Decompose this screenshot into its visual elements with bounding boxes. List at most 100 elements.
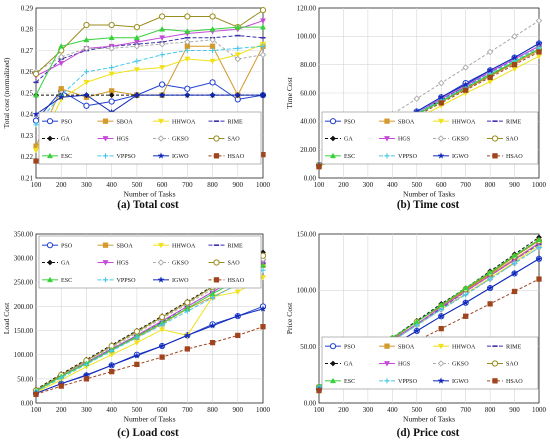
data-point — [134, 335, 140, 341]
data-point — [83, 21, 90, 29]
series-line — [35, 26, 263, 96]
y-axis-label: Time Cost — [285, 76, 294, 108]
caption-price: (d) Price cost — [397, 427, 460, 439]
series-line — [35, 258, 264, 391]
x-tick-label: 700 — [460, 181, 471, 189]
legend-marker — [437, 118, 445, 125]
data-point — [511, 288, 518, 295]
legend-label: SBOA — [117, 243, 134, 249]
data-point — [260, 43, 266, 49]
legend-label: PSO — [344, 344, 356, 350]
legend-label: SBOA — [117, 119, 134, 125]
data-point — [83, 361, 90, 367]
data-point — [462, 80, 470, 88]
caption-letter: (a) — [117, 199, 130, 211]
data-point — [234, 289, 241, 296]
data-point — [462, 284, 469, 291]
data-point — [58, 60, 65, 67]
chart-panel-price: 0.00 50.00 100.00 150.00 100 200 300 400 500 600 7… — [285, 230, 547, 423]
legend-marker — [213, 277, 220, 283]
data-point — [109, 64, 115, 71]
data-point — [58, 383, 64, 389]
chart-panel-total: 0.21 0.22 0.23 0.24 0.25 0.26 0.27 0.28 0.29 100 2… — [2, 4, 271, 198]
y-tick-label: 0.00 — [304, 174, 317, 182]
legend-marker — [157, 259, 165, 266]
data-point — [108, 21, 115, 29]
data-point — [487, 74, 493, 81]
y-tick-label: 0.27 — [21, 47, 34, 55]
data-point — [83, 36, 90, 43]
data-point — [108, 34, 115, 41]
data-point — [58, 375, 64, 381]
data-point — [438, 100, 444, 106]
series-line — [35, 45, 264, 126]
legend-label: HHWOA — [452, 119, 476, 125]
data-point — [209, 43, 216, 49]
data-point — [159, 13, 166, 20]
data-point — [209, 26, 216, 32]
x-tick-label: 400 — [387, 406, 398, 414]
data-point — [234, 52, 241, 58]
legend-label: VPPSO — [117, 154, 137, 160]
data-point — [487, 301, 493, 307]
data-point — [184, 56, 191, 63]
data-point — [413, 95, 421, 102]
caption-load: (c) Load cost — [117, 427, 179, 439]
legend-marker — [213, 259, 220, 266]
legend-marker — [330, 135, 336, 142]
legend: PSO SBOA HHWOA RIME GA HGS GKSO SAO ESC VPPSO IGWO… — [38, 235, 262, 289]
legend-label: HHWOA — [452, 344, 476, 350]
caption-letter: (b) — [397, 199, 411, 211]
y-tick-label: 0.29 — [21, 4, 34, 12]
data-point — [462, 299, 470, 306]
legend-label: HSAO — [228, 278, 245, 284]
data-point — [158, 91, 166, 99]
data-point — [438, 325, 444, 332]
x-tick-label: 1000 — [532, 406, 547, 414]
data-point — [259, 262, 267, 268]
caption-letter: (c) — [117, 427, 130, 439]
y-tick-label: 0.21 — [21, 174, 34, 182]
data-point — [109, 348, 115, 354]
caption-text: Price cost — [410, 427, 459, 439]
data-point — [462, 64, 469, 71]
y-tick-label: 350.00 — [14, 230, 34, 238]
data-point — [209, 58, 216, 65]
data-point — [511, 252, 518, 258]
y-tick-label: 100.00 — [297, 287, 317, 295]
legend-label: IGWO — [172, 278, 189, 284]
data-point — [158, 40, 166, 48]
y-axis-label: Price Cost — [285, 302, 294, 334]
data-point — [235, 332, 241, 339]
legend-marker — [102, 277, 109, 283]
series-vppso — [33, 267, 266, 395]
x-tick-label: 1000 — [256, 406, 271, 414]
x-tick-label: 300 — [363, 406, 374, 414]
data-point — [133, 91, 141, 99]
data-point — [159, 35, 166, 41]
legend-label: PSO — [61, 119, 73, 125]
x-tick-label: 200 — [338, 181, 349, 189]
series-hsao — [33, 324, 266, 397]
legend-marker — [46, 152, 54, 159]
data-point — [83, 102, 90, 109]
legend-label: HSAO — [228, 154, 245, 160]
data-point — [133, 43, 141, 50]
data-point — [83, 371, 90, 378]
y-tick-label: 300.00 — [14, 255, 34, 263]
data-point — [486, 284, 494, 292]
y-tick-label: 20.00 — [300, 146, 316, 154]
legend-marker — [437, 360, 445, 367]
data-point — [209, 295, 216, 301]
legend-marker — [437, 135, 445, 142]
legend: PSO SBOA HHWOA RIME GA HGS GKSO SAO ESC VPPSO IGWO… — [321, 111, 539, 165]
y-tick-label: 150.00 — [297, 230, 317, 238]
data-point — [158, 342, 166, 349]
legend-label: GA — [344, 137, 353, 143]
data-point — [234, 312, 242, 320]
legend-marker — [437, 377, 445, 384]
data-point — [83, 69, 90, 75]
chart-panel-time: 0.00 20.00 40.00 60.00 80.00 100.00 120.00 100 2… — [285, 4, 547, 198]
legend-marker — [46, 118, 54, 125]
